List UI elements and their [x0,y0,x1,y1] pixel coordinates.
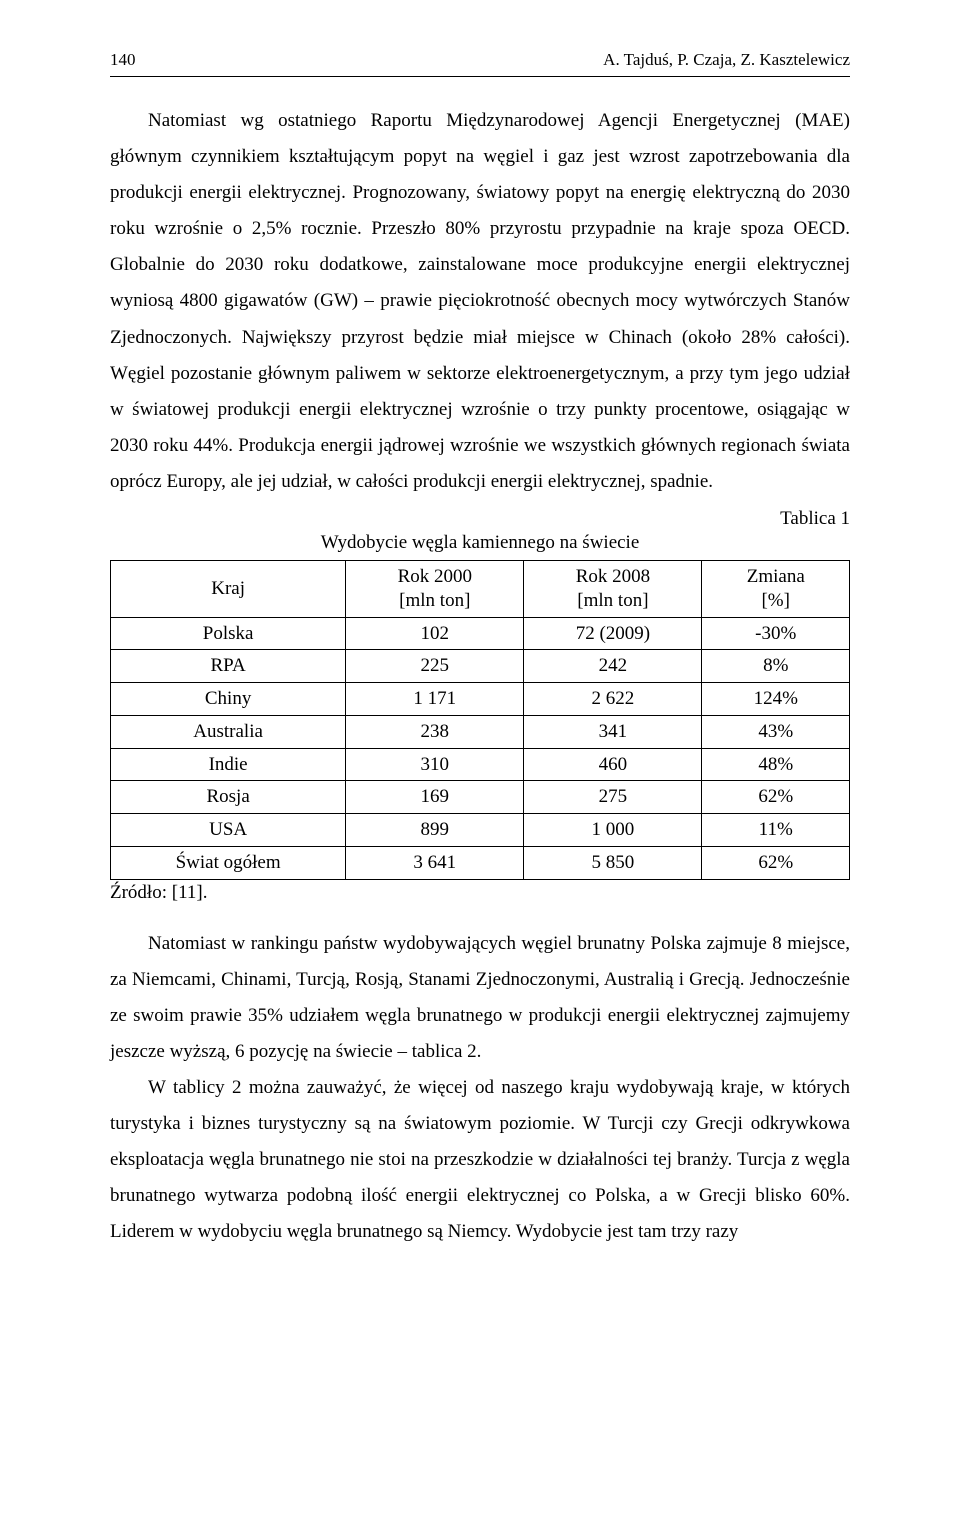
cell-2000: 169 [346,781,524,814]
paragraph-3: W tablicy 2 można zauważyć, że więcej od… [110,1070,850,1250]
cell-2008: 275 [524,781,702,814]
table-row: Świat ogółem 3 641 5 850 62% [111,846,850,879]
cell-2008: 341 [524,715,702,748]
table1-col-2000-l2: [mln ton] [399,590,470,611]
table-row: Indie 310 460 48% [111,748,850,781]
header-authors: A. Tajduś, P. Czaja, Z. Kasztelewicz [603,50,850,70]
cell-country: Indie [111,748,346,781]
cell-change: 62% [702,781,850,814]
cell-change: 43% [702,715,850,748]
table1-source: Źródło: [11]. [110,882,850,904]
table-row: RPA 225 242 8% [111,650,850,683]
cell-country: USA [111,814,346,847]
cell-change: 48% [702,748,850,781]
table1-col-2000: Rok 2000 [mln ton] [346,561,524,618]
cell-2008: 1 000 [524,814,702,847]
table1-col-country: Kraj [111,561,346,618]
page: 140 A. Tajduś, P. Czaja, Z. Kasztelewicz… [0,0,960,1530]
table1-col-change: Zmiana [%] [702,561,850,618]
cell-country: Australia [111,715,346,748]
cell-change: 124% [702,683,850,716]
cell-country: Rosja [111,781,346,814]
cell-country: Chiny [111,683,346,716]
table1-col-2000-l1: Rok 2000 [398,566,472,587]
paragraph-2: Natomiast w rankingu państw wydobywający… [110,926,850,1070]
table1-col-2008: Rok 2008 [mln ton] [524,561,702,618]
page-number: 140 [110,50,136,70]
cell-change: 8% [702,650,850,683]
table-row: Australia 238 341 43% [111,715,850,748]
table1-title: Wydobycie węgla kamiennego na świecie [110,532,850,554]
cell-2008: 5 850 [524,846,702,879]
cell-2008: 2 622 [524,683,702,716]
table1-col-2008-l1: Rok 2008 [576,566,650,587]
table-row: Polska 102 72 (2009) -30% [111,617,850,650]
cell-2008: 242 [524,650,702,683]
table1-header-row: Kraj Rok 2000 [mln ton] Rok 2008 [mln to… [111,561,850,618]
table1-label: Tablica 1 [780,508,850,530]
paragraph-1: Natomiast wg ostatniego Raportu Międzyna… [110,103,850,500]
cell-2000: 3 641 [346,846,524,879]
cell-2000: 310 [346,748,524,781]
table1: Kraj Rok 2000 [mln ton] Rok 2008 [mln to… [110,560,850,880]
table1-col-2008-l2: [mln ton] [577,590,648,611]
cell-2008: 72 (2009) [524,617,702,650]
table1-label-row: Tablica 1 [110,508,850,530]
cell-2000: 1 171 [346,683,524,716]
table-row: Rosja 169 275 62% [111,781,850,814]
cell-2008: 460 [524,748,702,781]
cell-change: 11% [702,814,850,847]
table1-col-change-l1: Zmiana [747,566,805,587]
table-row: Chiny 1 171 2 622 124% [111,683,850,716]
cell-change: -30% [702,617,850,650]
cell-country: RPA [111,650,346,683]
cell-change: 62% [702,846,850,879]
header-rule [110,76,850,77]
cell-country: Świat ogółem [111,846,346,879]
table-row: USA 899 1 000 11% [111,814,850,847]
table1-body: Polska 102 72 (2009) -30% RPA 225 242 8%… [111,617,850,879]
table1-col-change-l2: [%] [761,590,789,611]
cell-2000: 238 [346,715,524,748]
cell-2000: 899 [346,814,524,847]
cell-country: Polska [111,617,346,650]
cell-2000: 102 [346,617,524,650]
running-head: 140 A. Tajduś, P. Czaja, Z. Kasztelewicz [110,50,850,70]
cell-2000: 225 [346,650,524,683]
